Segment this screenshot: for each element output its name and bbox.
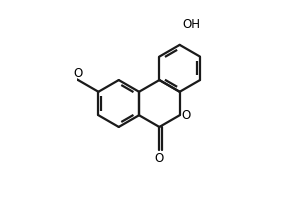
Text: O: O [155, 152, 164, 165]
Text: O: O [73, 67, 82, 80]
Text: OH: OH [182, 18, 200, 31]
Text: O: O [181, 109, 191, 122]
